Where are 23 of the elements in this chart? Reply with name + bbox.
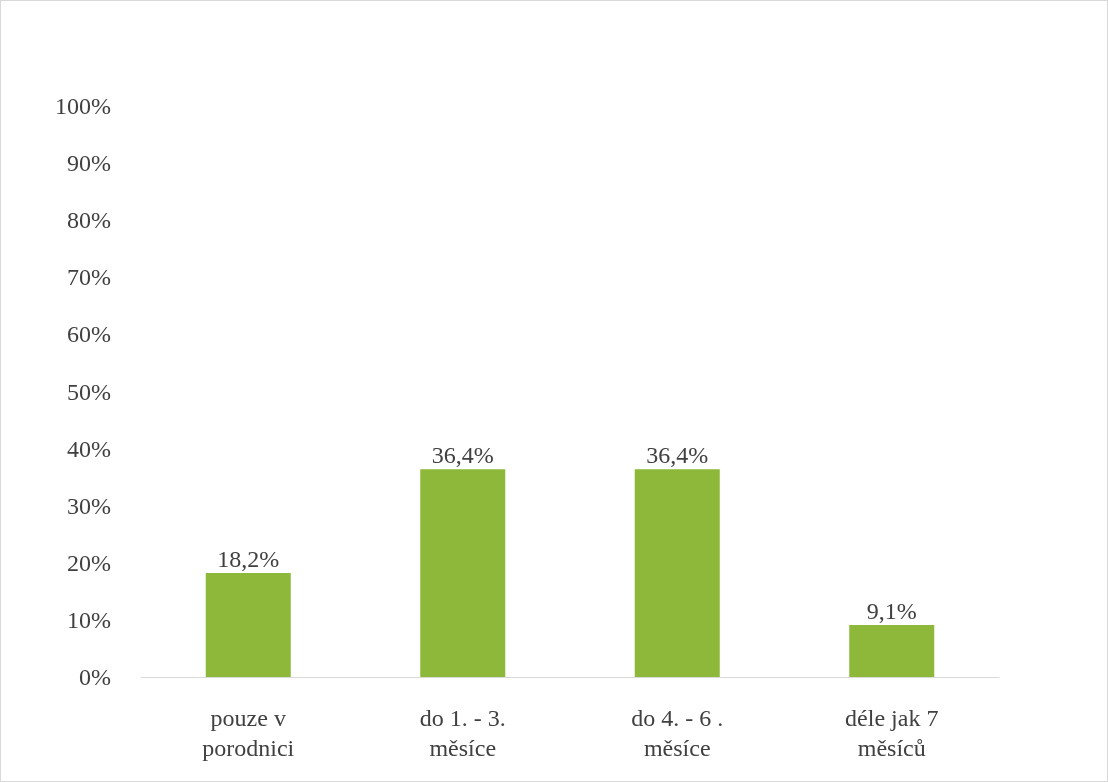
data-label: 36,4% xyxy=(646,442,709,469)
data-label: 36,4% xyxy=(431,442,494,469)
x-tick-label: pouze v porodnici xyxy=(202,705,295,761)
bar xyxy=(634,469,720,677)
x-tick-label: do 1. - 3. měsíce xyxy=(419,705,506,761)
y-tick-label: 80% xyxy=(67,207,111,234)
y-tick-label: 30% xyxy=(67,492,111,519)
x-tick-label: déle jak 7 měsíců xyxy=(845,705,939,761)
x-tick-label: do 4. - 6 . měsíce xyxy=(631,705,724,761)
y-tick-label: 70% xyxy=(67,264,111,291)
y-tick-label: 100% xyxy=(55,93,111,119)
y-tick-label: 40% xyxy=(67,435,111,462)
data-label: 9,1% xyxy=(866,598,917,625)
y-tick-label: 20% xyxy=(67,549,111,576)
bar xyxy=(205,573,291,677)
bar xyxy=(849,625,935,677)
y-tick-label: 50% xyxy=(67,378,111,405)
y-tick-label: 90% xyxy=(67,150,111,177)
y-tick-label: 10% xyxy=(67,606,111,633)
y-tick-label: 60% xyxy=(67,321,111,348)
bar xyxy=(420,469,506,677)
y-tick-label: 0% xyxy=(79,664,111,690)
data-label: 18,2% xyxy=(217,546,280,573)
